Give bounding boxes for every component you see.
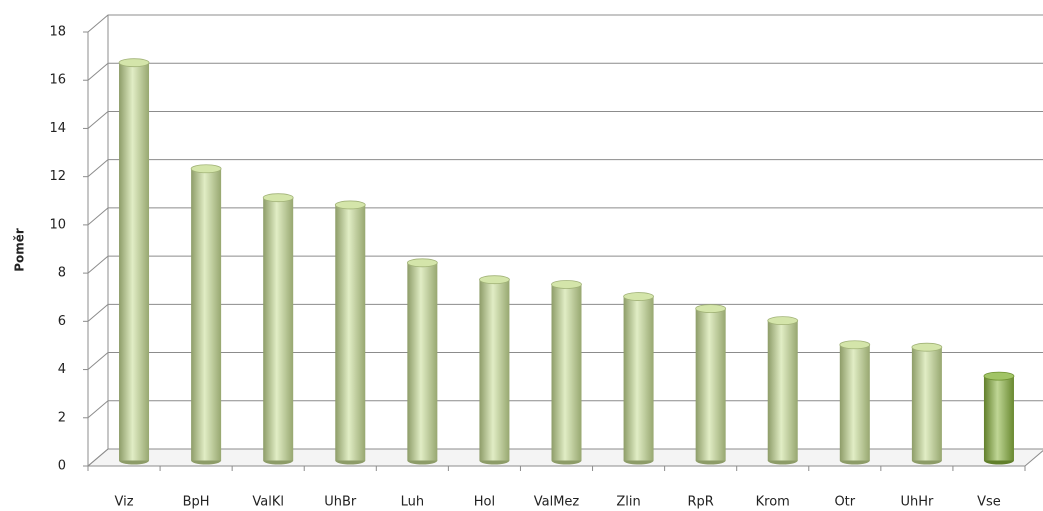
y-tick-label: 2 (58, 410, 66, 425)
bar-top (479, 275, 510, 285)
y-tick-label: 18 (49, 25, 66, 40)
y-tick-label: 10 (49, 217, 66, 232)
bar-top (983, 371, 1015, 381)
x-tick-label: Viz (115, 495, 134, 510)
bar-top (190, 164, 222, 174)
bar-top (767, 316, 799, 326)
grid-line (87, 352, 1043, 370)
bar (263, 197, 294, 461)
bar-top (406, 258, 438, 268)
grid-line (87, 159, 1043, 178)
grid-line (87, 448, 1043, 467)
x-tick-label: Hol (474, 495, 495, 510)
bar-top (118, 58, 150, 68)
bar (767, 320, 798, 461)
bar (407, 262, 438, 461)
bar (479, 279, 510, 461)
bar-top (695, 304, 727, 314)
y-tick-label: 14 (49, 121, 66, 136)
bar (191, 168, 222, 461)
y-tick-label: 16 (49, 73, 66, 88)
bar (983, 376, 1014, 461)
bar (119, 62, 150, 461)
x-tick-label: BpH (183, 495, 210, 510)
y-tick-label: 8 (58, 266, 66, 281)
grid-line (87, 255, 1043, 274)
bar-top (334, 200, 366, 210)
grid-line (87, 400, 1043, 419)
bar (623, 296, 654, 461)
bar-top (839, 340, 871, 350)
x-tick-label: UhBr (324, 495, 357, 510)
grid-line (87, 110, 1043, 129)
y-axis-label: Poměr (13, 228, 27, 272)
x-tick-label: Zlin (616, 495, 640, 510)
bar (335, 204, 366, 461)
x-tick-label: Krom (756, 495, 790, 510)
bar-top (911, 342, 943, 352)
y-tick-label: 4 (58, 362, 66, 377)
bar (839, 344, 870, 461)
bar (911, 347, 942, 461)
bar-top (623, 292, 654, 301)
grid-line (87, 62, 1043, 81)
y-tick-label: 6 (58, 314, 66, 329)
grid-line (87, 14, 1043, 33)
x-tick-label: UhHr (900, 495, 934, 510)
y-tick-label: 0 (58, 459, 66, 474)
x-tick-label: Otr (834, 495, 855, 510)
grid-line (87, 303, 1043, 322)
y-tick-label: 12 (49, 169, 66, 184)
bar-top (262, 193, 294, 203)
grid-line (87, 207, 1043, 226)
x-tick-label: ValKl (252, 495, 284, 510)
x-tick-label: Luh (401, 495, 425, 510)
x-tick-label: RpR (687, 495, 713, 510)
bar-top (551, 280, 582, 289)
x-tick-label: ValMez (534, 495, 580, 510)
bar (551, 284, 582, 461)
bar (695, 308, 726, 461)
x-tick-label: Vse (977, 495, 1001, 510)
